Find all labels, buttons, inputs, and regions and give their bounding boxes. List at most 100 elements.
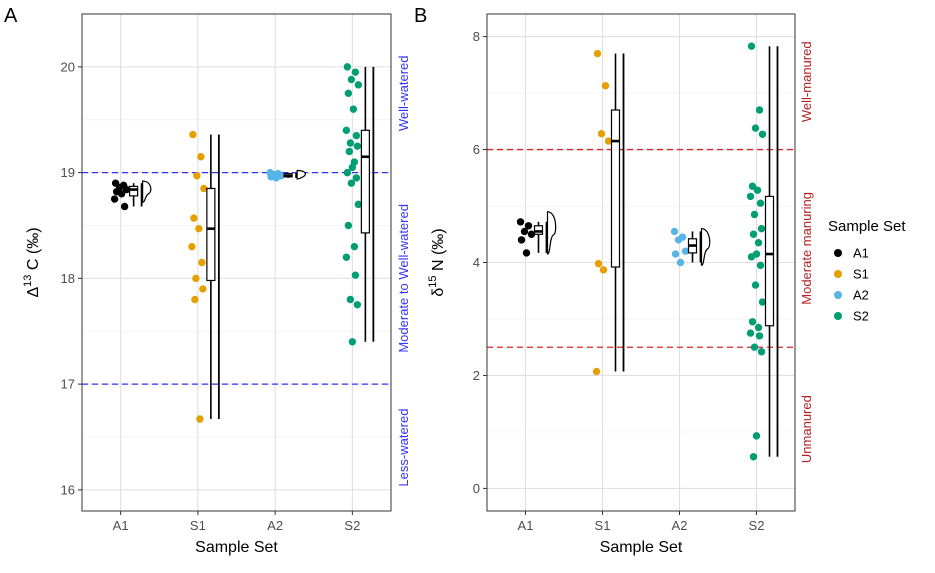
y-tick-label: 4 <box>473 255 480 270</box>
x-axis-title: Sample Set <box>195 539 278 556</box>
zone-label: Less-watered <box>396 409 411 487</box>
data-point-s1 <box>199 285 207 293</box>
data-point-s2 <box>758 298 767 306</box>
zone-label: Well-manured <box>799 41 814 122</box>
legend-label-a1: A1 <box>853 246 869 261</box>
y-tick-label: 19 <box>61 165 75 180</box>
data-point-s2 <box>747 253 756 261</box>
data-point-a1 <box>117 190 126 198</box>
data-point-s1 <box>188 242 196 251</box>
data-point-a1 <box>516 218 525 226</box>
data-point-s1 <box>197 153 205 161</box>
box-a1 <box>533 225 544 235</box>
box-s2 <box>360 129 370 234</box>
legend-label-s2: S2 <box>853 309 869 324</box>
legend-label-a2: A2 <box>853 288 869 303</box>
y-tick-label: 17 <box>61 377 75 392</box>
violin-a1 <box>546 211 557 255</box>
x-tick-label: S2 <box>344 518 360 533</box>
box-s2 <box>764 195 775 327</box>
data-point-a1 <box>517 236 526 244</box>
data-point-s2 <box>342 126 351 135</box>
data-point-s2 <box>748 182 757 190</box>
data-point-s1 <box>198 258 206 267</box>
data-point-a2 <box>674 236 683 244</box>
data-point-s2 <box>746 192 755 201</box>
y-tick-label: 2 <box>473 368 480 383</box>
y-tick-label: 18 <box>61 271 75 286</box>
panel-a-plot: 16 17 18 19 20 A1 S1 A2 S2 Sample Set Δ13 C (‰) Wel… <box>22 13 411 556</box>
data-point-s1 <box>597 130 606 138</box>
panel-border <box>81 13 392 512</box>
x-axis-title: Sample Set <box>600 539 683 556</box>
data-point-s2 <box>757 348 766 356</box>
data-point-a1 <box>522 249 531 257</box>
violin-a2 <box>700 228 711 266</box>
y-tick-label: 16 <box>61 482 75 497</box>
data-point-s1 <box>200 184 208 193</box>
zone-label: Unmanured <box>799 395 814 463</box>
data-point-a2 <box>681 247 690 255</box>
violin-a2 <box>296 169 306 180</box>
data-point-s2 <box>344 221 353 230</box>
data-point-s2 <box>747 42 756 50</box>
panel-border <box>486 13 796 512</box>
data-point-s2 <box>343 63 352 71</box>
data-point-s1 <box>601 82 610 90</box>
data-point-s2 <box>344 89 353 98</box>
data-point-s2 <box>755 106 764 114</box>
x-tick-label: A1 <box>113 518 129 533</box>
legend-label-s1: S1 <box>853 267 869 282</box>
data-point-s2 <box>750 210 759 219</box>
data-point-s2 <box>346 295 355 304</box>
zone-label: Moderate manuring <box>799 192 814 305</box>
data-point-s1 <box>599 266 608 274</box>
data-point-s2 <box>354 81 363 89</box>
x-tick-label: S1 <box>595 518 611 533</box>
x-tick-label: A1 <box>518 518 534 533</box>
data-point-a2 <box>272 174 280 182</box>
panel-b-plot: 0 2 4 6 8 A1 S1 A2 S2 Sample Set δ15 N (‰) Well-man… <box>427 13 814 556</box>
data-point-s2 <box>352 131 361 140</box>
data-point-s1 <box>196 415 204 423</box>
data-point-s1 <box>192 274 200 283</box>
data-point-s1 <box>193 172 201 180</box>
x-tick-label: A2 <box>672 518 688 533</box>
data-point-s2 <box>351 68 360 76</box>
data-point-a1 <box>520 227 529 236</box>
data-point-s2 <box>755 332 764 340</box>
data-point-s1 <box>190 214 198 222</box>
data-point-s2 <box>349 105 358 113</box>
y-tick-label: 6 <box>473 142 480 157</box>
data-point-a1 <box>110 195 119 203</box>
data-point-s2 <box>353 142 362 150</box>
data-point-s2 <box>746 329 755 337</box>
data-point-s2 <box>346 139 355 147</box>
y-tick-label: 0 <box>473 481 480 496</box>
data-point-s2 <box>353 301 362 309</box>
data-point-s2 <box>749 453 758 461</box>
violin-a1 <box>142 180 152 203</box>
data-point-a1 <box>120 202 129 211</box>
x-tick-label: A2 <box>267 518 283 533</box>
legend-title: Sample Set <box>828 218 906 235</box>
zone-label: Well-watered <box>396 55 411 131</box>
data-point-s2 <box>350 242 359 251</box>
x-tick-label: S2 <box>749 518 765 533</box>
data-point-s2 <box>754 239 763 247</box>
data-point-s2 <box>749 230 758 238</box>
data-point-s1 <box>593 49 602 58</box>
x-tick-label: S1 <box>190 518 206 533</box>
data-point-s2 <box>347 179 356 187</box>
data-point-s2 <box>750 343 759 351</box>
data-point-s2 <box>347 75 356 84</box>
y-tick-label: 8 <box>473 29 480 44</box>
panel-a-tag: A <box>4 5 18 27</box>
legend-swatch-s2 <box>834 312 842 320</box>
data-point-s1 <box>604 137 613 145</box>
data-point-s2 <box>758 130 767 138</box>
panel-b-tag: B <box>414 5 427 27</box>
zone-label: Moderate to Well-watered <box>396 204 411 353</box>
data-point-s1 <box>189 130 197 139</box>
data-point-s2 <box>342 253 351 261</box>
